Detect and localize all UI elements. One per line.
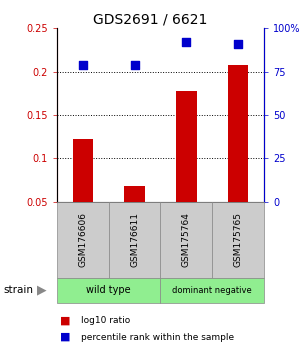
Text: dominant negative: dominant negative (172, 286, 252, 295)
Text: GSM176606: GSM176606 (78, 212, 87, 267)
Text: ■: ■ (60, 332, 70, 342)
Bar (228, 65, 248, 202)
Text: ▶: ▶ (37, 284, 47, 297)
Text: GSM175765: GSM175765 (234, 212, 243, 267)
Text: log10 ratio: log10 ratio (81, 316, 130, 325)
Point (132, 62, 137, 68)
Text: wild type: wild type (86, 285, 131, 295)
Text: GSM176611: GSM176611 (130, 212, 139, 267)
Text: percentile rank within the sample: percentile rank within the sample (81, 332, 234, 342)
Text: ■: ■ (60, 315, 70, 325)
Bar (124, 186, 145, 202)
Text: strain: strain (3, 285, 33, 295)
Point (236, 41, 241, 47)
Bar (176, 91, 197, 202)
Text: GSM175764: GSM175764 (182, 212, 191, 267)
Text: GDS2691 / 6621: GDS2691 / 6621 (93, 12, 207, 27)
Bar (73, 139, 93, 202)
Point (184, 39, 189, 45)
Point (80, 62, 85, 68)
